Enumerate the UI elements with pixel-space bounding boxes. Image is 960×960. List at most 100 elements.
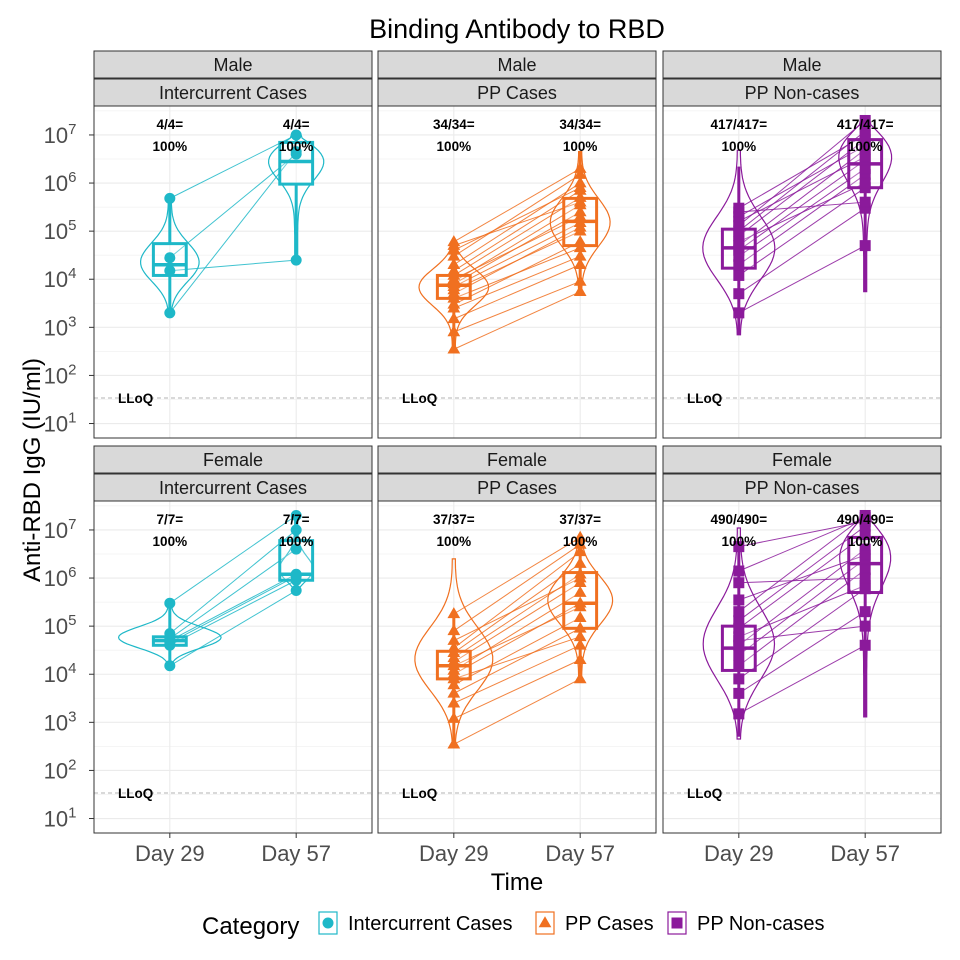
data-point (164, 252, 176, 264)
paired-line (453, 617, 581, 686)
facet-panel-female-pp-cases: Female PP Cases LLoQ 37/37= 100% 37/37= 100% Da… (377, 445, 657, 866)
data-point (447, 641, 461, 653)
paired-line (453, 187, 581, 251)
x-axis-title: Time (491, 869, 543, 896)
data-point (447, 312, 461, 324)
paired-line (453, 592, 581, 671)
response-rate-count: 34/34= (433, 117, 475, 132)
data-point (859, 196, 871, 208)
data-point (447, 342, 461, 354)
paired-line (738, 159, 866, 251)
facet-strip-sex-label: Female (203, 450, 263, 470)
data-point (859, 129, 871, 141)
data-point (290, 585, 302, 597)
data-point (290, 568, 302, 580)
paired-line (738, 644, 866, 715)
paired-line (453, 216, 581, 280)
paired-line (169, 134, 297, 199)
facet-panel-male-pp-non-cases: Male PP Non-cases LLoQ 417/417= 100% 417/417=… (662, 50, 942, 439)
paired-line (453, 255, 581, 309)
response-rate-percent: 100% (563, 139, 598, 154)
data-point (859, 114, 871, 126)
paired-line (738, 577, 866, 584)
legend-label: PP Cases (565, 913, 654, 935)
data-point (290, 509, 302, 521)
facet-strip-sex (377, 50, 657, 79)
data-point (859, 140, 871, 152)
paired-line (453, 201, 581, 247)
data-point (573, 571, 587, 583)
data-point (859, 177, 871, 189)
y-tick-label: 106 (44, 564, 77, 591)
data-point (447, 249, 461, 261)
paired-line (738, 569, 866, 667)
data-point (573, 224, 587, 236)
data-point (859, 151, 871, 163)
data-point (733, 541, 745, 553)
y-tick-label: 101 (44, 410, 77, 437)
paired-line (453, 197, 581, 276)
data-point (573, 258, 587, 270)
facet-strip-group-label: PP Non-cases (745, 478, 860, 498)
data-point (164, 192, 176, 204)
panel-background (378, 501, 656, 833)
data-point (573, 638, 587, 650)
facet-panel-female-pp-non-cases: Female PP Non-cases LLoQ 490/490= 100% 490/49… (662, 445, 942, 866)
paired-line (169, 153, 297, 259)
data-point (447, 696, 461, 708)
legend-key-square-icon (671, 917, 683, 929)
data-point (573, 195, 587, 207)
data-point (733, 673, 745, 685)
response-rate-percent: 100% (437, 139, 472, 154)
legend-item-intercurrent-cases: Intercurrent Cases (318, 911, 513, 935)
paired-line (169, 529, 297, 634)
response-rate-count: 37/37= (559, 512, 601, 527)
paired-line (169, 259, 297, 272)
paired-line (738, 139, 866, 237)
paired-line (738, 201, 866, 213)
response-rate-percent: 100% (563, 534, 598, 549)
y-tick-label: 105 (44, 612, 77, 639)
data-point (733, 206, 745, 218)
data-point (573, 274, 587, 286)
facet-strip-sex-label: Male (213, 55, 252, 75)
facet-panel-male-intercurrent-cases: Male Intercurrent Cases LLoQ 4/4= 100% 4/4= 10… (44, 50, 373, 439)
paired-line (738, 134, 866, 209)
paired-line (738, 548, 866, 646)
paired-line (453, 544, 581, 632)
facet-strip-group (93, 473, 373, 502)
paired-line (453, 606, 581, 667)
data-point (573, 209, 587, 221)
x-tick-label: Day 57 (830, 841, 900, 866)
data-point (573, 285, 587, 297)
data-point (447, 737, 461, 749)
paired-line (738, 149, 866, 247)
response-rate-percent: 100% (437, 534, 472, 549)
response-rate-percent: 100% (848, 139, 883, 154)
data-point (573, 545, 587, 557)
data-point (859, 606, 871, 618)
paired-line (453, 190, 581, 272)
data-point (733, 577, 745, 589)
response-rate-count: 417/417= (837, 117, 894, 132)
paired-line (738, 517, 866, 572)
data-point (573, 556, 587, 568)
y-tick-label: 104 (44, 265, 77, 292)
facet-panel-female-intercurrent-cases: Female Intercurrent Cases LLoQ 7/7= 100% 7/7=… (44, 445, 373, 866)
paired-line (453, 627, 581, 694)
paired-line (453, 222, 581, 288)
panel-background (378, 106, 656, 438)
data-point (733, 687, 745, 699)
lloq-label: LLoQ (402, 391, 437, 406)
data-point (733, 635, 745, 647)
panel-border (93, 500, 373, 834)
data-point (573, 530, 587, 542)
response-rate-percent: 100% (153, 139, 188, 154)
data-point (447, 258, 461, 270)
data-point (290, 129, 302, 141)
paired-line (453, 636, 581, 680)
data-point (733, 649, 745, 661)
legend-title: Category (202, 913, 299, 940)
